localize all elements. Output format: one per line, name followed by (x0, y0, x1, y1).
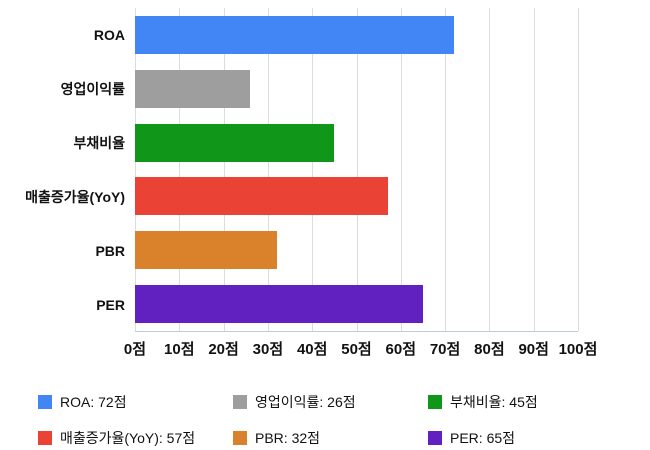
gridline (400, 8, 402, 331)
gridline (135, 8, 136, 331)
x-axis-tick-label: 10점 (164, 341, 195, 358)
gridline (489, 8, 491, 331)
x-axis-tick-label: 0점 (123, 341, 147, 358)
x-axis-tick-label: 80점 (474, 341, 505, 358)
bar-rows (135, 8, 578, 331)
gridline (533, 8, 535, 331)
x-axis-tick-label: 100점 (558, 341, 598, 358)
legend-label: 매출증가율(YoY): 57점 (60, 430, 196, 446)
legend-item: PER: 65점 (428, 428, 623, 448)
gridline (179, 8, 181, 331)
legend-label: 영업이익률: 26점 (255, 394, 356, 410)
legend-label: 부채비율: 45점 (450, 394, 538, 410)
legend-swatch (233, 431, 247, 445)
legend-swatch (428, 431, 442, 445)
y-axis-category-label: PER (96, 297, 125, 313)
x-axis-spacer (0, 338, 135, 358)
bar-부채비율 (135, 123, 335, 162)
bar-PBR (135, 231, 277, 270)
legend-item: 부채비율: 45점 (428, 392, 623, 412)
legend-item: 매출증가율(YoY): 57점 (38, 428, 233, 448)
bar-PER (135, 285, 423, 324)
bar-row (135, 169, 578, 223)
x-axis-tick-label: 40점 (296, 341, 328, 358)
y-axis-category-label: 부채비율 (73, 135, 125, 151)
gridline (312, 8, 314, 331)
legend-label: ROA: 72점 (60, 394, 127, 410)
legend-item: ROA: 72점 (38, 392, 233, 412)
x-axis-tick-label: 20점 (208, 341, 239, 358)
bar-row (135, 62, 578, 116)
legend-label: PER: 65점 (450, 430, 516, 446)
bar-row (135, 223, 578, 277)
gridline (356, 8, 358, 331)
y-axis-category-label: PBR (95, 243, 125, 259)
y-axis-category-label: 영업이익률 (60, 81, 125, 97)
x-axis-tick-label: 60점 (385, 341, 417, 358)
x-axis-tick-label: 90점 (518, 341, 549, 358)
plot-area (135, 8, 579, 332)
y-axis-category-label: 매출증가율(YoY) (25, 189, 125, 205)
legend-label: PBR: 32점 (255, 430, 321, 446)
gridline (223, 8, 225, 331)
legend-swatch (233, 395, 247, 409)
bar-row (135, 116, 578, 170)
gridline (267, 8, 269, 331)
bar-ROA (135, 15, 454, 54)
legend-swatch (428, 395, 442, 409)
gridline (578, 8, 579, 331)
bar-row (135, 277, 578, 331)
legend-swatch (38, 395, 52, 409)
legend-swatch (38, 431, 52, 445)
bar-매출증가율(YoY) (135, 177, 388, 216)
x-axis-labels: 0점 10점 20점 30점 40점 50점 60점 70점 80점 90점 100점 (124, 338, 597, 358)
legend-item: PBR: 32점 (233, 428, 428, 448)
x-axis-tick-label: 70점 (429, 341, 461, 358)
bar-영업이익률 (135, 69, 251, 108)
x-axis-tick-label: 30점 (252, 341, 284, 358)
x-axis-tick-label: 50점 (341, 341, 372, 358)
y-axis-category-label: ROA (93, 27, 125, 43)
x-axis: 0점 10점 20점 30점 40점 50점 60점 70점 80점 90점 100점 (0, 338, 650, 358)
legend-item: 영업이익률: 26점 (233, 392, 428, 412)
bar-row (135, 8, 578, 62)
gridline (445, 8, 447, 331)
